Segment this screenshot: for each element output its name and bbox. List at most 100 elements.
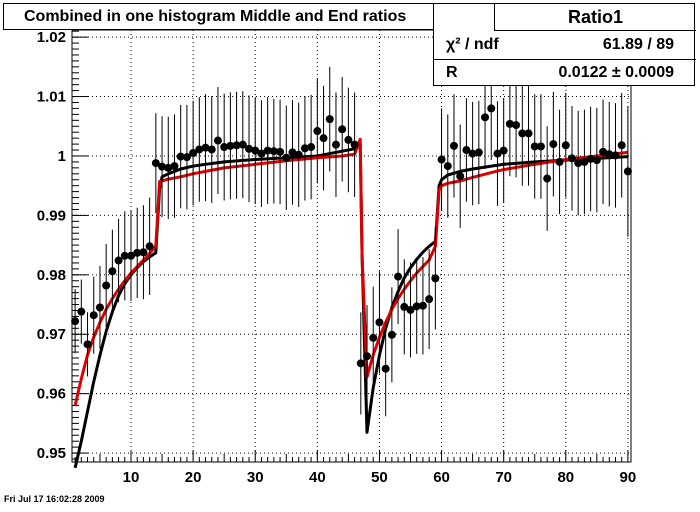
y-tick-label: 0.99 xyxy=(37,207,66,224)
y-tick-label: 1.02 xyxy=(37,29,66,46)
data-point xyxy=(158,162,167,171)
data-point xyxy=(220,143,229,152)
data-point xyxy=(257,149,266,158)
data-point xyxy=(263,146,272,155)
data-point xyxy=(145,242,154,251)
data-point xyxy=(164,163,173,172)
data-point xyxy=(574,159,583,168)
stats-value: 61.89 / 89 xyxy=(602,36,674,53)
data-point xyxy=(71,317,80,326)
data-point xyxy=(182,153,191,162)
data-point xyxy=(468,149,477,158)
data-point xyxy=(269,147,278,156)
data-point xyxy=(456,172,465,181)
data-point xyxy=(170,162,179,171)
data-point xyxy=(300,144,309,153)
data-point xyxy=(176,152,185,161)
data-point xyxy=(350,140,359,149)
data-point xyxy=(276,147,285,156)
data-point xyxy=(251,146,260,155)
stats-histogram-name: Ratio1 xyxy=(494,4,696,31)
data-point xyxy=(493,149,502,158)
x-tick-label: 90 xyxy=(620,469,637,486)
data-point xyxy=(599,147,608,156)
data-point xyxy=(369,333,378,342)
data-point xyxy=(95,303,104,312)
stats-row-chi2: χ² / ndf 61.89 / 89 xyxy=(434,31,696,60)
data-point xyxy=(611,151,620,160)
data-point xyxy=(232,141,241,150)
stats-value: 0.0122 ± 0.0009 xyxy=(558,64,674,81)
data-point xyxy=(381,364,390,373)
data-point xyxy=(499,146,508,155)
data-point xyxy=(406,305,415,314)
data-point xyxy=(605,150,614,159)
data-point xyxy=(89,311,98,320)
data-point xyxy=(207,145,216,154)
data-point xyxy=(226,141,235,150)
x-tick-label: 30 xyxy=(247,469,264,486)
data-point xyxy=(394,272,403,281)
data-point xyxy=(443,162,452,171)
data-point xyxy=(437,155,446,164)
data-point xyxy=(518,129,527,138)
data-point xyxy=(195,145,204,154)
x-tick-label: 50 xyxy=(371,469,388,486)
data-point xyxy=(487,104,496,113)
x-tick-label: 20 xyxy=(185,469,202,486)
data-point xyxy=(288,148,297,157)
plot-frame xyxy=(71,29,632,463)
y-tick-label: 0.97 xyxy=(37,326,66,343)
data-point xyxy=(363,352,372,361)
data-point xyxy=(102,281,111,290)
data-point xyxy=(139,248,148,257)
data-point xyxy=(592,156,601,165)
data-point xyxy=(555,157,564,166)
data-point xyxy=(400,302,409,311)
data-point xyxy=(462,146,471,155)
data-point xyxy=(617,141,626,150)
data-point xyxy=(201,143,210,152)
data-point xyxy=(418,301,427,310)
data-point xyxy=(586,154,595,163)
y-axis: 0.95 0.96 0.97 0.98 0.99 1 1.01 1.02 xyxy=(37,29,88,462)
data-point xyxy=(623,167,632,176)
data-point xyxy=(530,142,539,151)
data-point xyxy=(375,318,384,327)
data-point xyxy=(313,127,322,136)
x-tick-label: 10 xyxy=(123,469,140,486)
y-tick-label: 1 xyxy=(58,148,66,165)
stats-key: χ² / ndf xyxy=(446,36,499,53)
data-point xyxy=(561,141,570,150)
data-point xyxy=(356,359,365,368)
data-point xyxy=(114,256,123,265)
data-point xyxy=(282,153,291,162)
x-tick-label: 40 xyxy=(309,469,326,486)
x-tick-label: 80 xyxy=(557,469,574,486)
x-tick-label: 60 xyxy=(433,469,450,486)
x-tick-label: 70 xyxy=(495,469,512,486)
data-point xyxy=(325,115,334,124)
data-point xyxy=(245,144,254,153)
data-point xyxy=(412,302,421,311)
data-point xyxy=(524,129,533,138)
x-axis: 10 20 30 40 50 60 70 80 90 xyxy=(74,450,637,486)
data-point xyxy=(120,251,129,260)
data-point xyxy=(189,149,198,158)
data-point xyxy=(580,157,589,166)
data-point xyxy=(481,113,490,122)
data-point xyxy=(83,340,92,349)
data-point xyxy=(319,134,328,143)
y-tick-label: 0.96 xyxy=(37,386,66,403)
data-point xyxy=(536,142,545,151)
data-point xyxy=(151,159,160,168)
data-point xyxy=(338,125,347,134)
data-point xyxy=(512,121,521,130)
data-point xyxy=(505,119,514,128)
data-point xyxy=(474,148,483,157)
stats-row-r: R 0.0122 ± 0.0009 xyxy=(434,59,696,87)
data-point xyxy=(387,330,396,339)
data-point xyxy=(549,140,558,149)
data-point xyxy=(431,274,440,283)
data-point xyxy=(133,248,142,257)
